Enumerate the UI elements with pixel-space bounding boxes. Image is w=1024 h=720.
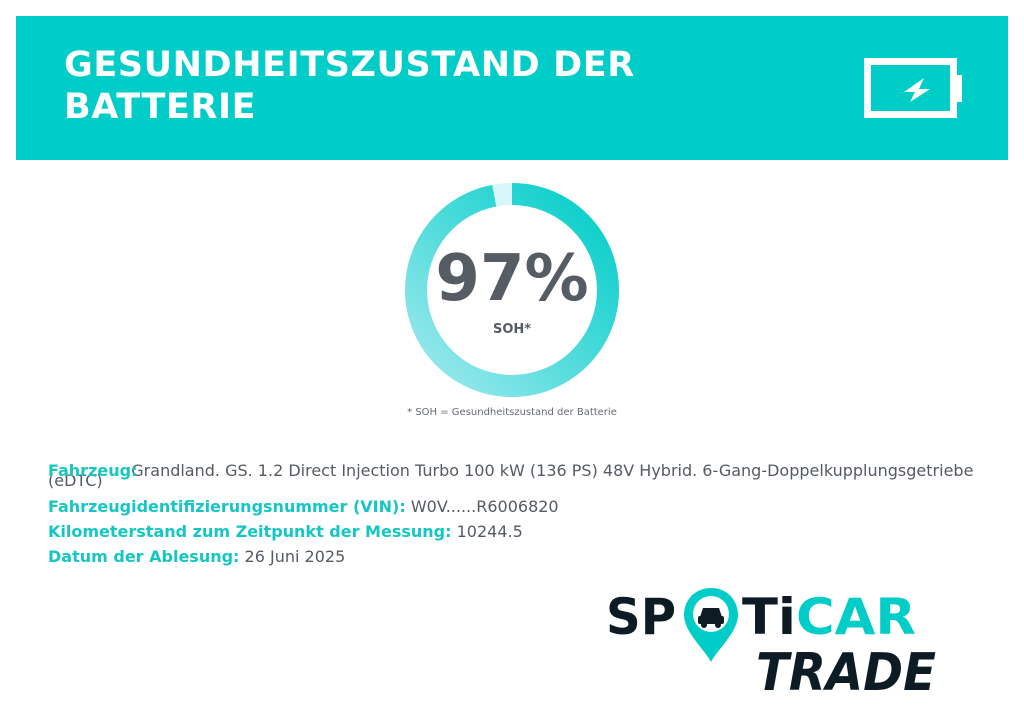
vin-value: W0V......R6006820 [410, 497, 559, 516]
location-pin-icon [684, 588, 738, 662]
header-banner: GESUNDHEITSZUSTAND DER BATTERIE [16, 16, 1008, 160]
vin-label: Fahrzeugidentifizierungsnummer (VIN): [48, 497, 406, 516]
svg-text:SP: SP [606, 588, 676, 646]
logo-ti: Ti [742, 588, 796, 646]
date-label: Datum der Ablesung: [48, 547, 240, 566]
date-value: 26 Juni 2025 [244, 547, 346, 566]
soh-gauge-ring [405, 183, 619, 397]
soh-value: 97% [435, 242, 589, 316]
vehicle-row: Fahrzeug: Grandland. GS. 1.2 Direct Inje… [48, 462, 998, 498]
soh-gauge-arc [405, 183, 619, 397]
mileage-value: 10244.5 [456, 522, 523, 541]
page-title: GESUNDHEITSZUSTAND DER BATTERIE [64, 45, 635, 127]
spoticar-trade-logo: SP TiCAR TRADE [606, 588, 936, 700]
mileage-label: Kilometerstand zum Zeitpunkt der Messung… [48, 522, 452, 541]
vehicle-label: Fahrzeug: [48, 461, 138, 480]
vehicle-value: Grandland. GS. 1.2 Direct Injection Turb… [131, 461, 974, 480]
soh-footnote: * SOH = Gesundheitszustand der Batterie [407, 407, 617, 418]
vehicle-info: Fahrzeug: Grandland. GS. 1.2 Direct Inje… [48, 462, 998, 573]
vin-row: Fahrzeugidentifizierungsnummer (VIN): W0… [48, 498, 998, 516]
date-row: Datum der Ablesung: 26 Juni 2025 [48, 548, 998, 566]
mileage-row: Kilometerstand zum Zeitpunkt der Messung… [48, 523, 998, 541]
svg-text:TRADE: TRADE [756, 643, 936, 700]
logo-car: CAR [796, 588, 916, 646]
svg-text:TiCAR: TiCAR [742, 588, 916, 646]
soh-label: SOH* [492, 322, 532, 337]
vehicle-value-wrap: (eDTC) [48, 471, 103, 490]
battery-charging-icon [864, 58, 962, 118]
